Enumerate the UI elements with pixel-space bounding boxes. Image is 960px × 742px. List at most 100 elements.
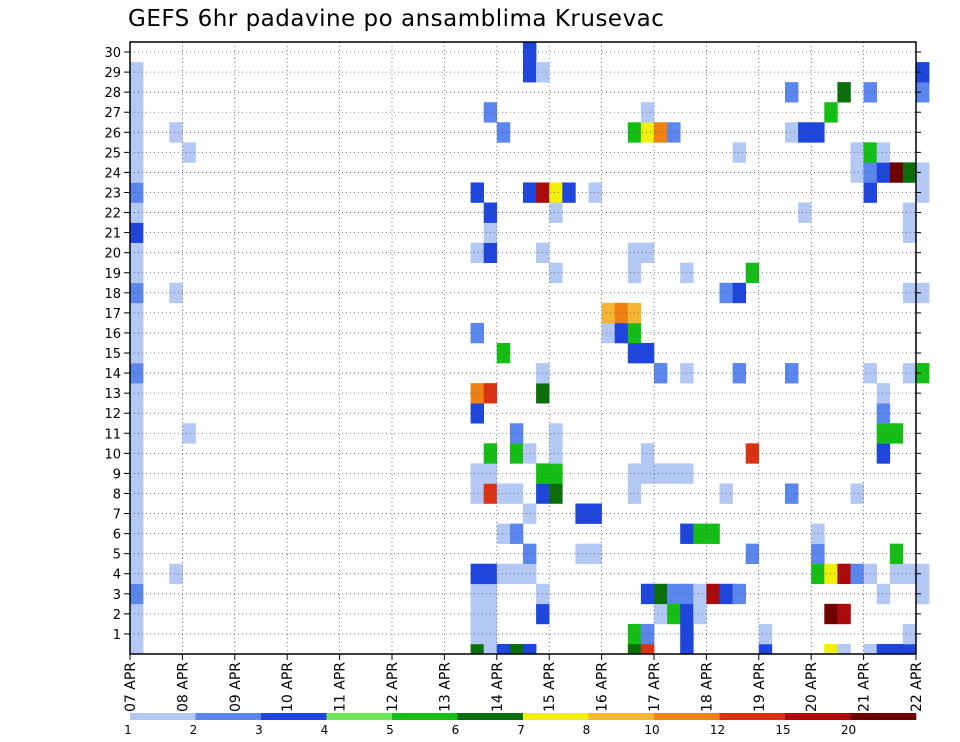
y-tick-label: 17 bbox=[104, 307, 121, 322]
heatmap-cell bbox=[130, 523, 144, 544]
heatmap-cell bbox=[640, 102, 655, 123]
heatmap-cell bbox=[588, 503, 602, 524]
y-tick-label: 27 bbox=[104, 106, 121, 121]
heatmap-cell bbox=[667, 603, 681, 625]
heatmap-cell bbox=[130, 483, 144, 504]
y-tick-label: 8 bbox=[113, 487, 121, 502]
heatmap-cell bbox=[549, 483, 563, 504]
heatmap-cell bbox=[130, 122, 144, 143]
heatmap-cell bbox=[876, 443, 891, 464]
x-tick-label: 21 APR bbox=[857, 662, 873, 712]
heatmap-cell bbox=[470, 643, 484, 654]
x-tick-label: 14 APR bbox=[490, 662, 506, 712]
colorbar-label: 3 bbox=[255, 723, 263, 737]
heatmap-cell bbox=[902, 282, 917, 304]
x-tick-label: 17 APR bbox=[647, 662, 663, 712]
x-tick-label: 18 APR bbox=[699, 662, 715, 712]
heatmap-cell bbox=[130, 643, 144, 654]
heatmap-cell bbox=[523, 503, 537, 524]
y-tick-label: 30 bbox=[104, 46, 121, 61]
heatmap-cell bbox=[876, 142, 891, 163]
x-tick-label: 11 APR bbox=[333, 662, 349, 712]
heatmap-cell bbox=[916, 363, 930, 384]
y-tick-label: 7 bbox=[113, 508, 121, 523]
heatmap-cell bbox=[654, 122, 668, 143]
colorbar-label: 7 bbox=[517, 723, 525, 737]
heatmap-cell bbox=[130, 62, 144, 83]
y-tick-label: 6 bbox=[113, 528, 121, 543]
heatmap-cell bbox=[470, 583, 484, 605]
heatmap-cell bbox=[654, 363, 668, 384]
heatmap-cell bbox=[916, 82, 930, 103]
heatmap-cell bbox=[130, 202, 144, 223]
heatmap-cell bbox=[130, 603, 144, 625]
heatmap-cell bbox=[470, 563, 484, 585]
heatmap-cell bbox=[693, 583, 707, 605]
colorbar-swatch bbox=[326, 713, 393, 720]
heatmap-cell bbox=[496, 643, 511, 654]
heatmap-cell bbox=[902, 202, 917, 223]
heatmap-cell bbox=[758, 643, 773, 654]
heatmap-cell bbox=[130, 162, 144, 183]
heatmap-cell bbox=[130, 463, 144, 484]
heatmap-cell bbox=[916, 583, 930, 605]
y-tick-label: 9 bbox=[113, 467, 121, 482]
heatmap-cell bbox=[640, 443, 655, 464]
y-tick-label: 13 bbox=[104, 387, 121, 402]
colorbar-label: 2 bbox=[190, 723, 198, 737]
heatmap-cell bbox=[667, 122, 681, 143]
heatmap-cell bbox=[588, 543, 602, 565]
heatmap-cell bbox=[470, 603, 484, 625]
heatmap-cell bbox=[640, 643, 655, 654]
heatmap-cell bbox=[601, 302, 615, 324]
colorbar-swatch bbox=[195, 713, 262, 720]
heatmap-cell bbox=[745, 443, 760, 464]
heatmap-cell bbox=[470, 182, 484, 203]
heatmap-cell bbox=[130, 543, 144, 565]
heatmap-cell bbox=[863, 643, 877, 654]
colorbar-label: 15 bbox=[775, 723, 790, 737]
heatmap-cell bbox=[470, 463, 484, 484]
heatmap-cell bbox=[130, 623, 144, 645]
heatmap-cell bbox=[130, 443, 144, 464]
heatmap-cell bbox=[496, 122, 511, 143]
heatmap-cell bbox=[483, 643, 498, 654]
colorbar-swatch bbox=[523, 713, 589, 720]
y-tick-label: 2 bbox=[113, 608, 121, 623]
x-tick-label: 07 APR bbox=[123, 662, 139, 712]
heatmap-cell bbox=[798, 122, 812, 143]
heatmap-cell bbox=[902, 363, 917, 384]
y-tick-label: 10 bbox=[104, 447, 121, 462]
heatmap-cell bbox=[130, 403, 144, 424]
colorbar-label: 6 bbox=[452, 723, 460, 737]
x-tick-label: 13 APR bbox=[437, 662, 453, 712]
heatmap-cell bbox=[601, 322, 615, 344]
heatmap-cell bbox=[876, 423, 891, 444]
heatmap-cell bbox=[667, 583, 681, 605]
colorbar-swatch bbox=[130, 713, 196, 720]
y-tick-label: 5 bbox=[113, 548, 121, 563]
colorbar-label: 20 bbox=[841, 723, 856, 737]
heatmap-cell bbox=[785, 122, 799, 143]
heatmap-cell bbox=[169, 282, 183, 304]
heatmap-cell bbox=[509, 563, 524, 585]
heatmap-cell bbox=[916, 62, 930, 83]
heatmap-cell bbox=[732, 583, 746, 605]
colorbar-swatch bbox=[850, 713, 917, 720]
y-tick-label: 1 bbox=[113, 628, 121, 643]
heatmap-cell bbox=[523, 643, 537, 654]
x-tick-label: 22 APR bbox=[909, 662, 925, 712]
heatmap-cell bbox=[523, 182, 537, 203]
heatmap-cell bbox=[916, 162, 930, 183]
y-tick-label: 16 bbox=[104, 327, 121, 342]
heatmap-cell bbox=[693, 603, 707, 625]
colorbar-swatch bbox=[457, 713, 524, 720]
x-tick-label: 15 APR bbox=[542, 662, 558, 712]
y-tick-label: 25 bbox=[104, 146, 121, 161]
heatmap-cell bbox=[182, 142, 196, 163]
x-tick-label: 16 APR bbox=[595, 662, 611, 712]
y-tick-label: 11 bbox=[104, 427, 121, 442]
x-tick-label: 08 APR bbox=[175, 662, 191, 712]
heatmap-cell bbox=[654, 463, 668, 484]
heatmap-cell bbox=[837, 82, 851, 103]
